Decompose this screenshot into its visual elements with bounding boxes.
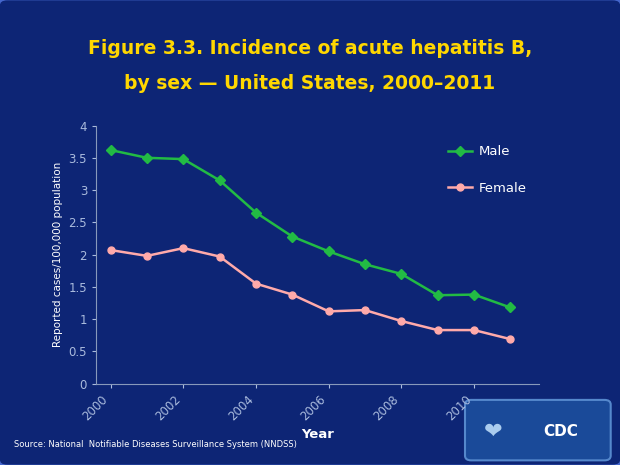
Text: Source: National  Notifiable Diseases Surveillance System (NNDSS): Source: National Notifiable Diseases Sur… <box>14 439 296 449</box>
Text: CDC: CDC <box>544 424 578 439</box>
Text: Figure 3.3. Incidence of acute hepatitis B,: Figure 3.3. Incidence of acute hepatitis… <box>88 40 532 58</box>
X-axis label: Year: Year <box>301 428 334 441</box>
Text: by sex — United States, 2000–2011: by sex — United States, 2000–2011 <box>125 74 495 93</box>
FancyBboxPatch shape <box>465 400 611 460</box>
Text: ❤: ❤ <box>484 421 502 442</box>
Y-axis label: Reported cases/100,000 population: Reported cases/100,000 population <box>53 162 63 347</box>
Legend: Male, Female: Male, Female <box>443 140 532 200</box>
